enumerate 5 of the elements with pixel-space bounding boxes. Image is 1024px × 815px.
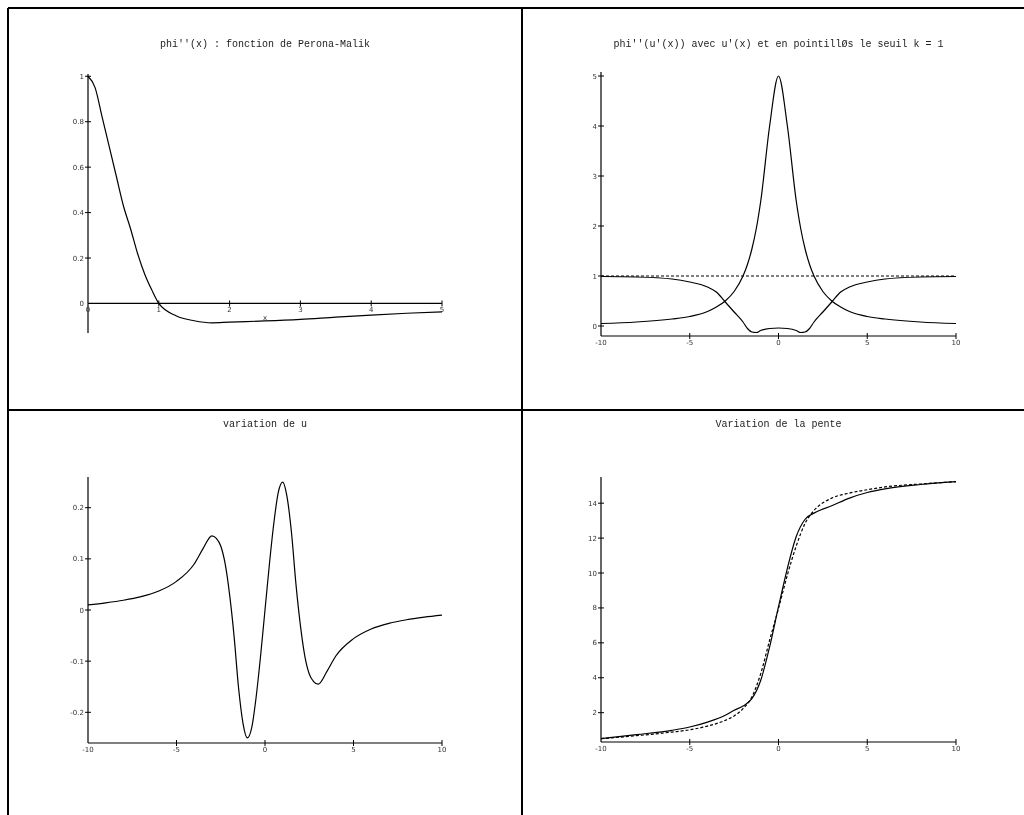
- chart-title: phi''(u'(x)) avec u'(x) et en pointillØs le seuil k = 1: [613, 39, 944, 50]
- chart-title: Variation de la pente: [715, 419, 842, 430]
- chart-title: variation de u: [222, 419, 308, 430]
- line-series: [87, 481, 443, 739]
- chart-title: phi''(x) : fonction de Perona-Malik: [159, 39, 371, 50]
